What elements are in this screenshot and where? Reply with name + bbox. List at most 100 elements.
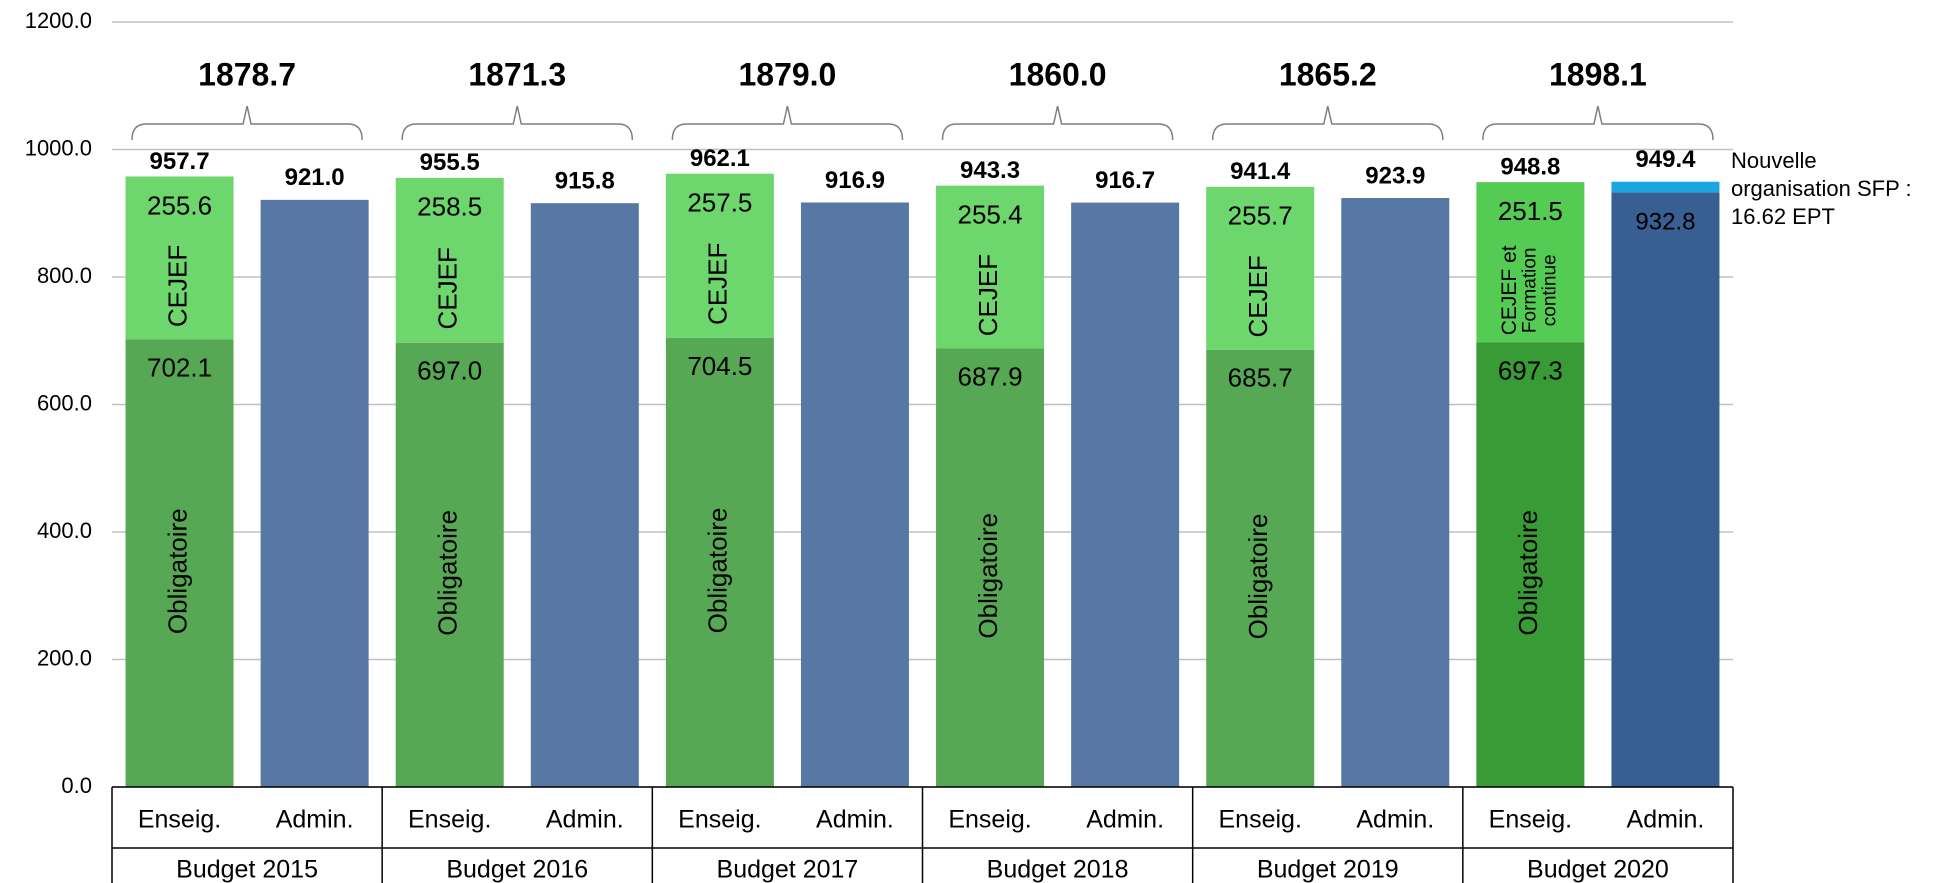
group-total-label: 1878.7 <box>198 56 296 92</box>
y-tick-label: 1200.0 <box>25 8 92 33</box>
bar-enseig-obligatoire <box>665 337 774 787</box>
group-label: Budget 2015 <box>176 856 318 883</box>
bar-enseig-cejef <box>936 185 1045 349</box>
enseig-total-label: 955.5 <box>420 149 480 176</box>
cejef-series-label: CEJEF <box>1243 255 1273 337</box>
category-label-admin: Admin. <box>1627 806 1705 834</box>
obligatoire-series-label: Obligatoire <box>703 508 733 634</box>
y-tick-label: 200.0 <box>37 645 92 670</box>
y-axis-tick-labels: 0.0 200.0 400.0 600.0 800.0 1000.0 1200.0 <box>25 8 92 798</box>
group-label: Budget 2020 <box>1527 856 1669 883</box>
group-label: Budget 2018 <box>987 856 1129 883</box>
category-label-enseig: Enseig. <box>1489 806 1572 834</box>
admin-value-label: 932.8 <box>1635 209 1695 236</box>
cejef-series-label: continue <box>1539 254 1560 326</box>
sfp-annotation: Nouvelle organisation SFP : 16.62 EPT <box>1731 148 1912 229</box>
category-label-enseig: Enseig. <box>408 806 491 834</box>
bar-admin <box>1611 192 1720 788</box>
group-brace <box>131 105 363 141</box>
y-tick-label: 600.0 <box>37 390 92 415</box>
bar-enseig-obligatoire <box>125 339 234 787</box>
bar-admin <box>1341 198 1450 788</box>
group-total-label: 1865.2 <box>1279 56 1377 92</box>
enseig-total-label: 943.3 <box>960 157 1020 184</box>
group-brace <box>671 105 904 141</box>
obligatoire-series-label: Obligatoire <box>433 510 463 636</box>
cejef-series-label: CEJEF <box>703 243 733 325</box>
grid-lines <box>112 21 1733 788</box>
bar-admin <box>800 202 909 787</box>
y-tick-label: 1000.0 <box>25 135 92 160</box>
bars <box>125 173 1720 788</box>
obligatoire-series-label: Obligatoire <box>1513 510 1543 636</box>
cejef-value-label: 251.5 <box>1498 196 1563 226</box>
category-label-admin: Admin. <box>276 806 354 834</box>
obligatoire-value-label: 697.0 <box>417 356 482 386</box>
group-brace <box>941 105 1174 141</box>
bar-admin <box>530 203 639 788</box>
cejef-series-label: CEJEF et <box>1498 245 1521 335</box>
group-total-label: 1860.0 <box>1009 56 1107 92</box>
group-label: Budget 2019 <box>1257 856 1399 883</box>
group-braces: 1878.7 1871.3 1879.0 1860.0 1865.2 1898.1 <box>131 56 1714 141</box>
bar-enseig-obligatoire <box>1206 349 1315 787</box>
data-labels: 957.7 255.6 702.1 Obligatoire CEJEF 921.0 955.… <box>147 145 1696 639</box>
category-label-admin: Admin. <box>816 806 894 834</box>
bar-enseig-cejef <box>125 176 234 340</box>
obligatoire-value-label: 685.7 <box>1228 363 1293 393</box>
admin-total-label: 921.0 <box>285 164 345 191</box>
cejef-value-label: 257.5 <box>687 188 752 218</box>
annotation-line: Nouvelle <box>1731 148 1817 173</box>
cejef-series-label: CEJEF <box>973 254 1003 336</box>
y-tick-label: 800.0 <box>37 263 92 288</box>
category-axis: Enseig. Admin. Budget 2015 Enseig. Admin. Bud… <box>111 786 1734 883</box>
bar-admin-sfp <box>1611 181 1720 193</box>
obligatoire-value-label: 704.5 <box>687 351 752 381</box>
enseig-total-label: 962.1 <box>690 145 750 172</box>
cejef-value-label: 258.5 <box>417 192 482 222</box>
bar-enseig-obligatoire <box>395 342 504 787</box>
admin-total-label: 949.4 <box>1635 146 1696 173</box>
category-label-enseig: Enseig. <box>678 806 761 834</box>
cejef-value-label: 255.6 <box>147 190 212 220</box>
group-label: Budget 2016 <box>446 856 588 883</box>
obligatoire-value-label: 702.1 <box>147 352 212 382</box>
category-label-enseig: Enseig. <box>1219 806 1302 834</box>
bar-enseig-cejef <box>1206 186 1315 350</box>
admin-total-label: 923.9 <box>1365 162 1425 189</box>
group-brace <box>1482 105 1714 141</box>
category-label-enseig: Enseig. <box>138 806 221 834</box>
annotation-line: 16.62 EPT <box>1731 204 1835 229</box>
bar-enseig-obligatoire <box>1476 342 1585 787</box>
category-label-admin: Admin. <box>1086 806 1164 834</box>
group-total-label: 1898.1 <box>1549 56 1647 92</box>
cejef-series-label: CEJEF <box>162 245 192 327</box>
group-brace <box>401 105 634 141</box>
obligatoire-series-label: Obligatoire <box>1243 514 1273 640</box>
y-tick-label: 400.0 <box>37 518 92 543</box>
cejef-series-label: CEJEF <box>433 247 463 329</box>
bar-admin <box>1071 202 1180 787</box>
enseig-total-label: 948.8 <box>1500 153 1560 180</box>
obligatoire-value-label: 697.3 <box>1498 355 1563 385</box>
cejef-value-label: 255.7 <box>1228 201 1293 231</box>
bar-enseig-cejef <box>395 177 504 343</box>
bar-enseig-cejef <box>665 173 774 338</box>
group-brace <box>1211 105 1444 141</box>
admin-total-label: 916.9 <box>825 167 885 194</box>
enseig-total-label: 941.4 <box>1230 158 1291 185</box>
obligatoire-series-label: Obligatoire <box>973 513 1003 639</box>
bar-enseig-obligatoire <box>936 348 1045 787</box>
admin-total-label: 916.7 <box>1095 167 1155 194</box>
group-total-label: 1879.0 <box>738 56 836 92</box>
y-tick-label: 0.0 <box>61 773 92 798</box>
cejef-value-label: 255.4 <box>958 200 1023 230</box>
obligatoire-series-label: Obligatoire <box>162 508 192 634</box>
enseig-total-label: 957.7 <box>150 148 210 175</box>
category-label-admin: Admin. <box>546 806 624 834</box>
admin-total-label: 915.8 <box>555 168 615 195</box>
annotation-line: organisation SFP : <box>1731 176 1912 201</box>
cejef-series-label: Formation <box>1519 248 1540 334</box>
category-label-admin: Admin. <box>1356 806 1434 834</box>
